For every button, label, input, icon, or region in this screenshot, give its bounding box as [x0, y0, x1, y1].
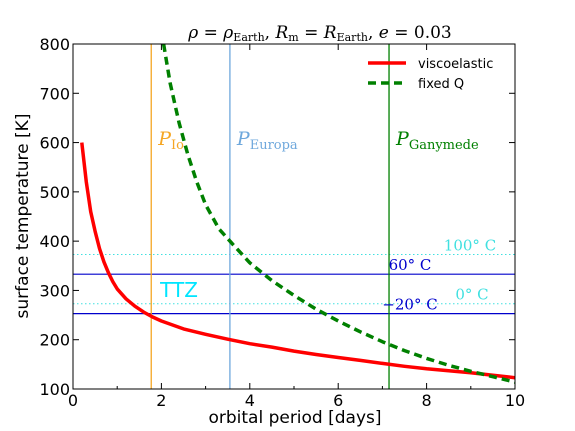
series-line-fixed-q — [161, 44, 515, 384]
y-tick-label: 600 — [39, 134, 70, 153]
y-tick-label: 800 — [39, 35, 70, 54]
x-tick-label: 10 — [505, 391, 525, 410]
annotations-layer: 100° C 60° C 0° C −20° C PIo PEuropa PGanymede… — [157, 128, 496, 314]
hline-label-1: 60° C — [389, 256, 432, 274]
axes-layer: 0 2 4 6 8 10 100 200 300 400 500 600 700 800 — [39, 35, 525, 410]
chart-title: ρ = ρEarth, Rm = REarth, e = 0.03 — [187, 23, 452, 44]
x-tick-label: 6 — [333, 391, 343, 410]
y-tick-label: 200 — [39, 331, 70, 350]
y-tick-label: 400 — [39, 232, 70, 251]
legend-label-1: fixed Q — [418, 77, 464, 92]
hline-label-3: −20° C — [382, 296, 437, 314]
x-axis-label: orbital period [days] — [208, 408, 381, 428]
ttz-label: TTZ — [159, 278, 198, 302]
y-tick-label: 500 — [39, 183, 70, 202]
vline-label-0: PIo — [157, 128, 184, 153]
series-layer — [80, 44, 515, 384]
y-tick-label: 100 — [39, 380, 70, 399]
legend-label-0: viscoelastic — [418, 57, 493, 72]
x-tick-label: 0 — [68, 391, 78, 410]
y-tick-label: 300 — [39, 281, 70, 300]
vline-label-1: PEuropa — [236, 128, 298, 153]
x-tick-label: 8 — [422, 391, 432, 410]
series-line-viscoelastic — [80, 142, 515, 380]
x-tick-label: 2 — [156, 391, 166, 410]
hline-label-0: 100° C — [444, 236, 496, 254]
y-tick-label: 700 — [39, 84, 70, 103]
hline-label-2: 0° C — [455, 286, 488, 304]
vline-label-2: PGanymede — [395, 128, 479, 153]
plot-frame — [72, 43, 516, 390]
x-tick-label: 4 — [245, 391, 255, 410]
reference-lines-layer — [73, 44, 515, 389]
y-axis-label: surface temperature [K] — [13, 114, 33, 319]
legend: viscoelastic fixed Q — [368, 57, 493, 92]
